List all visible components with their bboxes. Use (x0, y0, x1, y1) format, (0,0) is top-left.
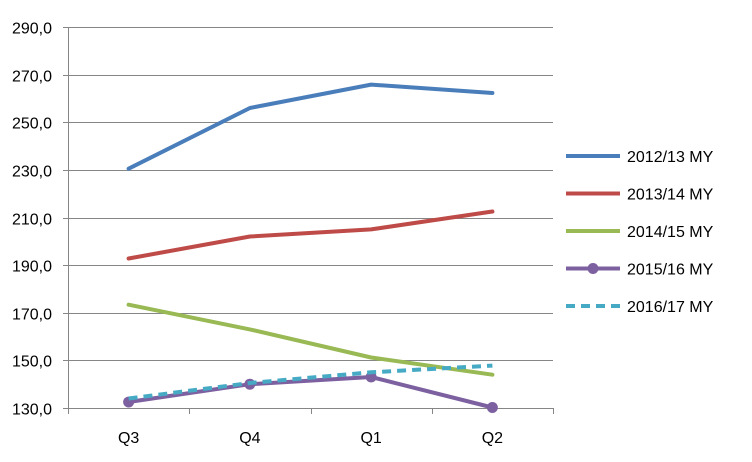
axes (63, 27, 554, 414)
y-tick-label: 210,0 (12, 212, 52, 229)
y-tick-label: 290,0 (12, 21, 52, 38)
x-tick-label: Q2 (482, 430, 503, 447)
legend-item: 2012/13 MY (566, 149, 714, 166)
y-tick-label: 250,0 (12, 116, 52, 133)
series-2013-14-my (126, 209, 495, 261)
y-tick-label: 130,0 (12, 402, 52, 419)
legend-item: 2015/16 MY (566, 262, 714, 279)
y-tick-label: 170,0 (12, 307, 52, 324)
series-2012-13-my (126, 82, 495, 171)
x-tick-label: Q3 (118, 430, 139, 447)
legend-item: 2013/14 MY (566, 187, 714, 204)
legend-label: 2016/17 MY (627, 299, 714, 316)
series-line (126, 82, 495, 171)
y-tick-label: 270,0 (12, 69, 52, 86)
series-line (126, 209, 495, 261)
legend-label: 2012/13 MY (627, 149, 714, 166)
series-2015-16-my (123, 371, 498, 414)
series-lines (123, 82, 498, 414)
x-tick-label: Q1 (360, 430, 381, 447)
legend-label: 2015/16 MY (627, 262, 714, 279)
series-2014-15-my (126, 302, 495, 377)
gridlines (68, 27, 553, 361)
x-tick-label: Q4 (239, 430, 260, 447)
legend-label: 2014/15 MY (627, 224, 714, 241)
x-tick-labels: Q3 Q4 Q1 Q2 (118, 430, 503, 447)
legend-item: 2016/17 MY (566, 299, 714, 316)
legend-marker (587, 263, 599, 274)
y-tick-labels: 130,0 150,0 170,0 190,0 210,0 230,0 250,0 270,0… (12, 21, 52, 419)
y-tick-label: 150,0 (12, 354, 52, 371)
series-line (126, 375, 495, 410)
y-tick-label: 230,0 (12, 164, 52, 181)
legend-item: 2014/15 MY (566, 224, 714, 241)
data-point (486, 402, 498, 414)
series-2016-17-my (128, 363, 493, 401)
legend: 2012/13 MY 2013/14 MY 2014/15 MY 2015/16 MY… (566, 149, 714, 316)
series-line (126, 302, 495, 377)
y-tick-label: 190,0 (12, 259, 52, 276)
series-line (128, 363, 493, 401)
legend-label: 2013/14 MY (627, 187, 714, 204)
